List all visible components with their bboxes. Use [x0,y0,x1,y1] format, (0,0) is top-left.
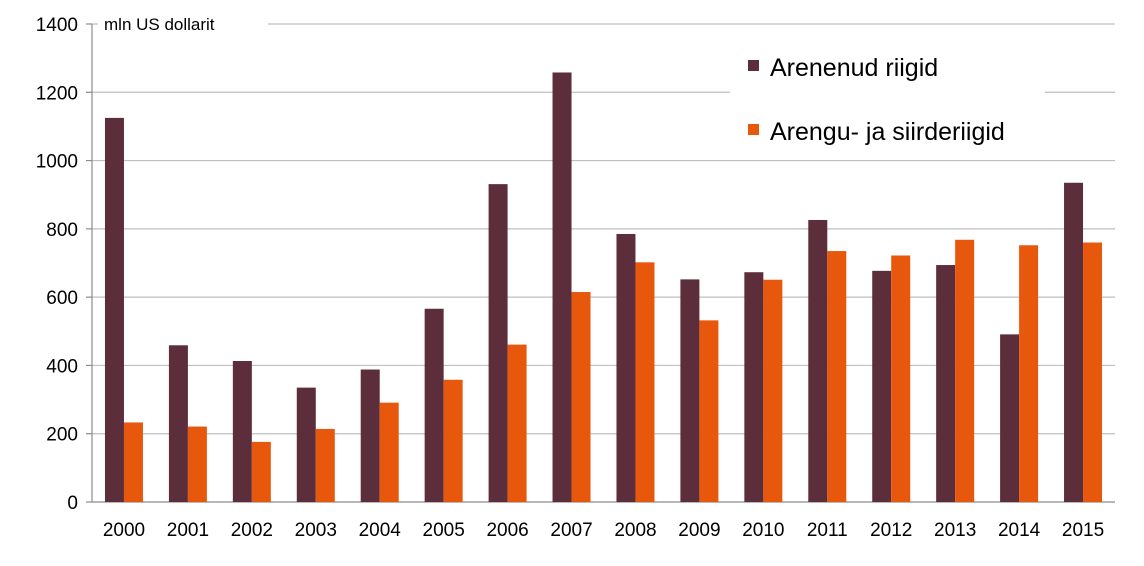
bar-arenenud-riigid-2002 [232,360,252,502]
y-tick-label: 200 [46,425,78,446]
x-tick-label: 2015 [1062,520,1104,541]
x-tick-label: 2012 [870,520,912,541]
bar-arenenud-riigid-2009 [680,279,700,502]
bar-arengu-ja-siirderiigid-2004 [379,402,399,502]
y-tick-label: 0 [67,493,78,514]
x-tick-label: 2007 [550,520,592,541]
y-tick-label: 1000 [36,152,78,173]
x-tick-label: 2014 [998,520,1041,541]
bar-arenenud-riigid-2000 [104,117,124,503]
legend: Arenenud riigid Arengu- ja siirderiigid [730,42,1045,157]
x-tick-label: 2008 [614,520,656,541]
bar-arengu-ja-siirderiigid-2009 [699,320,719,502]
x-tick-label: 2009 [678,520,720,541]
bar-arenenud-riigid-2004 [360,369,380,502]
bar-arengu-ja-siirderiigid-2007 [571,292,591,502]
bar-arengu-ja-siirderiigid-2006 [507,344,527,502]
legend-background [730,42,1045,157]
legend-label-arenenud-riigid: Arenenud riigid [770,54,938,82]
x-tick-label: 2003 [295,520,337,541]
legend-label-arengu-ja-siirderiigid: Arengu- ja siirderiigid [770,118,1005,146]
bar-arengu-ja-siirderiigid-2014 [1019,245,1039,502]
legend-swatch-arengu-ja-siirderiigid [748,124,759,135]
bar-arenenud-riigid-2010 [744,272,764,502]
x-tick-label: 2011 [807,520,848,541]
y-tick-label: 1200 [36,83,78,104]
gridlines [92,23,1115,503]
bar-arenenud-riigid-2014 [1000,334,1020,502]
bar-arenenud-riigid-2013 [936,265,956,502]
bar-arenenud-riigid-2001 [168,345,188,502]
x-tick-label: 2013 [934,520,976,541]
bar-arenenud-riigid-2012 [872,270,892,502]
x-tick-label: 2000 [103,520,145,541]
bar-arenenud-riigid-2007 [552,72,572,503]
bar-arenenud-riigid-2011 [808,219,828,503]
bar-arenenud-riigid-2006 [488,184,508,502]
bar-arengu-ja-siirderiigid-2013 [955,239,975,503]
unit-label-background [98,10,268,38]
y-tick-label: 600 [46,288,78,309]
bar-arengu-ja-siirderiigid-2003 [315,428,335,502]
bar-arengu-ja-siirderiigid-2002 [251,441,271,502]
bar-arengu-ja-siirderiigid-2015 [1083,242,1103,502]
x-tick-label: 2004 [359,520,402,541]
bar-arenenud-riigid-2003 [296,387,316,502]
x-tick-label: 2010 [742,520,784,541]
bar-arengu-ja-siirderiigid-2005 [443,379,463,502]
bars [104,72,1103,503]
x-axis: 2000 2001 2002 2003 2004 2005 2006 2007 2008 2009… [103,520,1104,541]
y-tick-label: 800 [46,220,78,241]
x-tick-label: 2002 [231,520,273,541]
y-axis: 0 200 400 600 800 1000 1200 1400 [36,15,93,514]
legend-swatch-arenenud-riigid [748,60,759,71]
bar-arengu-ja-siirderiigid-2000 [123,422,143,502]
bar-arenenud-riigid-2008 [616,233,636,502]
y-tick-label: 1400 [36,15,78,36]
x-tick-label: 2001 [167,520,209,541]
bar-arenenud-riigid-2005 [424,308,444,502]
bar-arengu-ja-siirderiigid-2011 [827,251,847,502]
unit-label: mln US dollarit [104,15,215,34]
x-tick-label: 2006 [486,520,528,541]
bar-arengu-ja-siirderiigid-2001 [187,426,207,502]
bar-arenenud-riigid-2015 [1064,182,1084,502]
y-tick-label: 400 [46,356,78,377]
bar-arengu-ja-siirderiigid-2010 [763,279,783,502]
bar-arengu-ja-siirderiigid-2012 [891,255,911,502]
bar-arengu-ja-siirderiigid-2008 [635,262,655,502]
x-tick-label: 2005 [423,520,465,541]
